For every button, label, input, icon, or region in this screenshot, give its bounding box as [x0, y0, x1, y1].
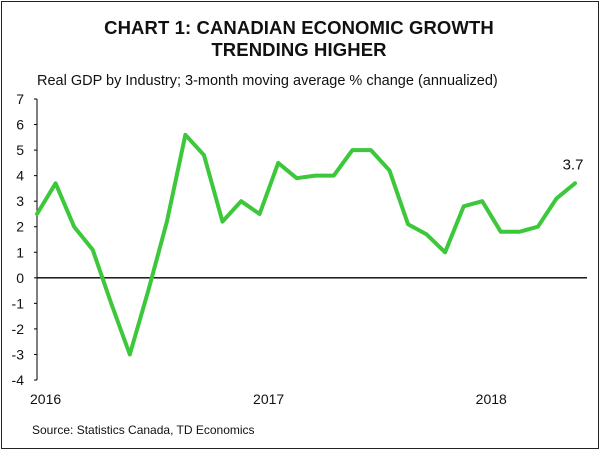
- last-value-label: 3.7: [563, 156, 584, 173]
- gdp-data-point: [239, 199, 243, 203]
- chart-title: CHART 1: CANADIAN ECONOMIC GROWTH TRENDI…: [0, 17, 598, 61]
- y-tick-label: 4: [16, 168, 24, 184]
- gdp-data-point: [554, 197, 559, 201]
- gdp-data-point: [499, 230, 503, 234]
- y-tick-label: 3: [16, 193, 24, 209]
- gdp-data-point: [35, 212, 39, 216]
- gdp-data-point: [128, 352, 132, 357]
- x-tick-label: 2017: [253, 391, 284, 407]
- x-tick-label: 2018: [476, 391, 507, 407]
- y-tick-label: 5: [16, 142, 24, 158]
- chart-title-line-2: TRENDING HIGHER: [211, 39, 387, 60]
- gdp-data-point: [462, 204, 466, 208]
- gdp-data-point: [53, 181, 58, 185]
- gdp-series-line: [35, 132, 577, 357]
- gdp-data-point: [91, 248, 95, 252]
- gdp-data-point: [536, 225, 540, 229]
- chart-subtitle: Real GDP by Industry; 3-month moving ave…: [37, 73, 498, 89]
- y-tick-label: 0: [16, 270, 24, 286]
- gdp-data-point: [146, 288, 150, 293]
- y-tick-label: -2: [12, 321, 25, 337]
- gdp-data-point: [109, 301, 113, 305]
- gdp-data-point: [480, 199, 484, 203]
- gdp-data-point: [573, 181, 577, 185]
- x-tick-label: 2016: [30, 391, 61, 407]
- gdp-data-point: [424, 232, 429, 236]
- y-tick-label: 2: [16, 219, 24, 235]
- gdp-data-point: [72, 225, 76, 229]
- gdp-data-point: [313, 174, 317, 178]
- gdp-data-point: [369, 148, 373, 152]
- gdp-data-point: [332, 174, 336, 178]
- gdp-data-point: [276, 161, 280, 165]
- y-tick-label: 6: [16, 117, 24, 133]
- y-tick-label: 7: [16, 91, 24, 107]
- gdp-data-point: [258, 212, 262, 216]
- chart-source: Source: Statistics Canada, TD Economics: [32, 423, 255, 437]
- gdp-data-point: [295, 176, 299, 180]
- gdp-data-point: [165, 220, 169, 224]
- y-tick-label: -4: [12, 372, 25, 388]
- gdp-data-point: [350, 148, 354, 152]
- gdp-data-point: [202, 153, 206, 157]
- y-tick-label: 1: [16, 244, 24, 260]
- chart-title-line-1: CHART 1: CANADIAN ECONOMIC GROWTH: [104, 17, 494, 38]
- gdp-data-point: [183, 133, 188, 137]
- y-tick-label: -1: [12, 295, 25, 311]
- gdp-data-point: [517, 230, 521, 234]
- gdp-data-point: [443, 250, 447, 254]
- y-tick-label: -3: [12, 346, 25, 362]
- gdp-data-point: [220, 220, 225, 224]
- gdp-data-point: [406, 222, 410, 226]
- gdp-data-point: [387, 168, 392, 173]
